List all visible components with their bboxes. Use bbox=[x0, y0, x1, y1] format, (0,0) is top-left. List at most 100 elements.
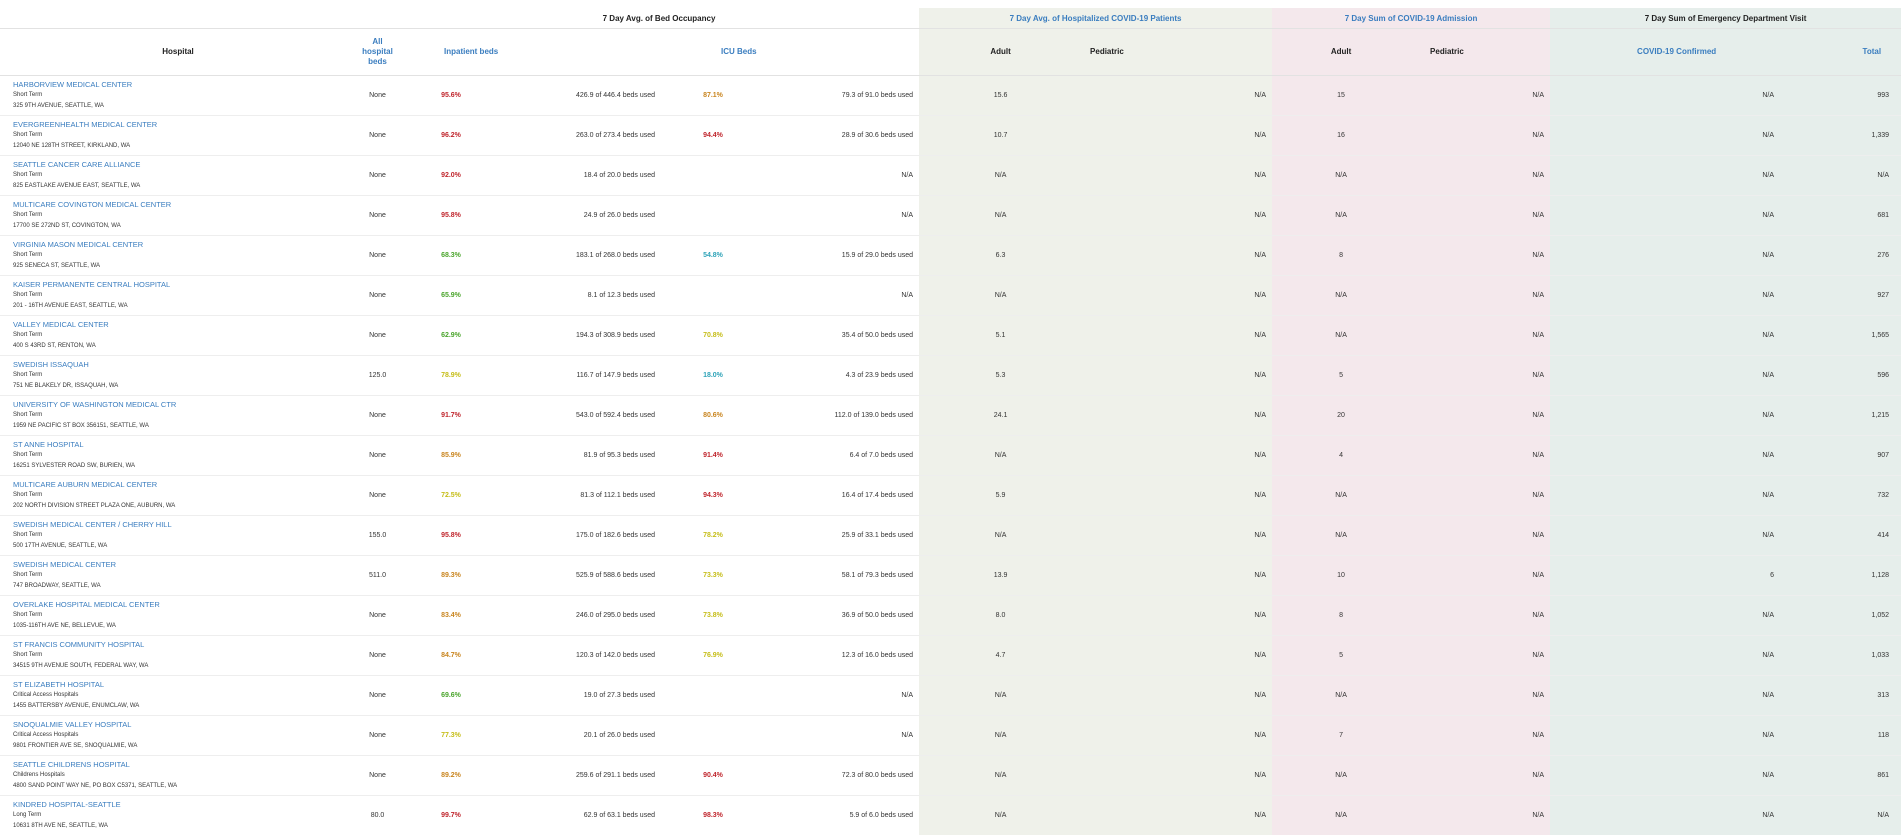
ed-covid-confirmed-value: N/A bbox=[1550, 516, 1789, 556]
adm-pediatric-value: N/A bbox=[1410, 316, 1550, 356]
icu-beds-used: 25.9 of 33.1 beds used bbox=[765, 516, 919, 556]
icu-pct: 94.3% bbox=[661, 476, 765, 516]
all-beds-value: 80.0 bbox=[356, 796, 399, 835]
hospital-name-link[interactable]: ST FRANCIS COMMUNITY HOSPITAL bbox=[13, 639, 356, 650]
col-header-hosp-adult[interactable]: Adult bbox=[919, 29, 1082, 76]
hospital-name-link[interactable]: VALLEY MEDICAL CENTER bbox=[13, 319, 356, 330]
inpatient-beds-used: 62.9 of 63.1 beds used bbox=[503, 796, 661, 835]
icu-beds-used: 35.4 of 50.0 beds used bbox=[765, 316, 919, 356]
ed-total-value: 276 bbox=[1789, 236, 1901, 276]
ed-total-value: 1,128 bbox=[1789, 556, 1901, 596]
hospital-address: 17700 SE 272ND ST, COVINGTON, WA bbox=[13, 221, 356, 232]
inpatient-pct: 84.7% bbox=[399, 636, 503, 676]
hosp-adult-value: N/A bbox=[919, 756, 1082, 796]
ed-covid-confirmed-value: N/A bbox=[1550, 276, 1789, 316]
icu-pct: 90.4% bbox=[661, 756, 765, 796]
hospital-cell: KINDRED HOSPITAL-SEATTLE Long Term 10631… bbox=[0, 796, 356, 835]
hospital-name-link[interactable]: KAISER PERMANENTE CENTRAL HOSPITAL bbox=[13, 279, 356, 290]
table-body: HARBORVIEW MEDICAL CENTER Short Term 325… bbox=[0, 76, 1901, 835]
hospital-name-link[interactable]: ST ELIZABETH HOSPITAL bbox=[13, 679, 356, 690]
col-header-hospital[interactable]: Hospital bbox=[0, 29, 356, 76]
ed-covid-confirmed-value: N/A bbox=[1550, 236, 1789, 276]
hospital-cell: VALLEY MEDICAL CENTER Short Term 400 S 4… bbox=[0, 316, 356, 356]
hospital-name-link[interactable]: VIRGINIA MASON MEDICAL CENTER bbox=[13, 239, 356, 250]
icu-pct bbox=[661, 676, 765, 716]
ed-total-value: 907 bbox=[1789, 436, 1901, 476]
icu-pct bbox=[661, 276, 765, 316]
group-header-admission: 7 Day Sum of COVID-19 Admission bbox=[1272, 8, 1550, 29]
inpatient-beds-used: 18.4 of 20.0 beds used bbox=[503, 156, 661, 196]
icu-pct: 18.0% bbox=[661, 356, 765, 396]
hospital-name-link[interactable]: UNIVERSITY OF WASHINGTON MEDICAL CTR bbox=[13, 399, 356, 410]
adm-adult-value: N/A bbox=[1272, 476, 1410, 516]
hospital-cell: SEATTLE CANCER CARE ALLIANCE Short Term … bbox=[0, 156, 356, 196]
all-beds-value: None bbox=[356, 156, 399, 196]
inpatient-pct: 85.9% bbox=[399, 436, 503, 476]
adm-adult-value: N/A bbox=[1272, 796, 1410, 835]
hospital-address: 10631 8TH AVE NE, SEATTLE, WA bbox=[13, 821, 356, 832]
hospital-name-link[interactable]: MULTICARE COVINGTON MEDICAL CENTER bbox=[13, 199, 356, 210]
all-beds-value: None bbox=[356, 476, 399, 516]
hospital-name-link[interactable]: HARBORVIEW MEDICAL CENTER bbox=[13, 79, 356, 90]
inpatient-beds-used: 24.9 of 26.0 beds used bbox=[503, 196, 661, 236]
hospital-name-link[interactable]: MULTICARE AUBURN MEDICAL CENTER bbox=[13, 479, 356, 490]
ed-covid-confirmed-value: N/A bbox=[1550, 756, 1789, 796]
group-header-blank bbox=[0, 8, 399, 29]
all-beds-value: None bbox=[356, 76, 399, 116]
ed-covid-confirmed-value: N/A bbox=[1550, 636, 1789, 676]
inpatient-beds-used: 120.3 of 142.0 beds used bbox=[503, 636, 661, 676]
hospital-name-link[interactable]: SWEDISH MEDICAL CENTER bbox=[13, 559, 356, 570]
hospital-name-link[interactable]: KINDRED HOSPITAL-SEATTLE bbox=[13, 799, 356, 810]
hospital-cell: UNIVERSITY OF WASHINGTON MEDICAL CTR Sho… bbox=[0, 396, 356, 436]
col-header-all-beds[interactable]: All hospital beds bbox=[356, 29, 399, 76]
hosp-pediatric-value: N/A bbox=[1082, 596, 1272, 636]
hospital-type: Childrens Hospitals bbox=[13, 770, 356, 781]
ed-covid-confirmed-value: N/A bbox=[1550, 676, 1789, 716]
inpatient-beds-used: 116.7 of 147.9 beds used bbox=[503, 356, 661, 396]
table-row: SWEDISH MEDICAL CENTER Short Term 747 BR… bbox=[0, 556, 1901, 596]
col-header-total[interactable]: Total bbox=[1789, 29, 1901, 76]
col-header-adm-adult[interactable]: Adult bbox=[1272, 29, 1410, 76]
inpatient-beds-used: 543.0 of 592.4 beds used bbox=[503, 396, 661, 436]
inpatient-pct: 89.3% bbox=[399, 556, 503, 596]
hospital-type: Short Term bbox=[13, 530, 356, 541]
hospital-name-link[interactable]: OVERLAKE HOSPITAL MEDICAL CENTER bbox=[13, 599, 356, 610]
table-row: KAISER PERMANENTE CENTRAL HOSPITAL Short… bbox=[0, 276, 1901, 316]
inpatient-beds-used: 20.1 of 26.0 beds used bbox=[503, 716, 661, 756]
hospital-address: 751 NE BLAKELY DR, ISSAQUAH, WA bbox=[13, 381, 356, 392]
adm-pediatric-value: N/A bbox=[1410, 356, 1550, 396]
hospital-address: 1035-116TH AVE NE, BELLEVUE, WA bbox=[13, 621, 356, 632]
hospital-name-link[interactable]: ST ANNE HOSPITAL bbox=[13, 439, 356, 450]
col-header-adm-pediatric[interactable]: Pediatric bbox=[1410, 29, 1550, 76]
col-header-hosp-pediatric[interactable]: Pediatric bbox=[1082, 29, 1272, 76]
inpatient-beds-used: 81.3 of 112.1 beds used bbox=[503, 476, 661, 516]
hospital-name-link[interactable]: SEATTLE CHILDRENS HOSPITAL bbox=[13, 759, 356, 770]
icu-beds-used: N/A bbox=[765, 716, 919, 756]
icu-beds-used: 6.4 of 7.0 beds used bbox=[765, 436, 919, 476]
ed-covid-confirmed-value: N/A bbox=[1550, 596, 1789, 636]
hospital-address: 12040 NE 128TH STREET, KIRKLAND, WA bbox=[13, 141, 356, 152]
hosp-adult-value: 5.9 bbox=[919, 476, 1082, 516]
hospital-name-link[interactable]: EVERGREENHEALTH MEDICAL CENTER bbox=[13, 119, 356, 130]
inpatient-beds-used: 81.9 of 95.3 beds used bbox=[503, 436, 661, 476]
all-beds-label-line3: beds bbox=[368, 57, 387, 66]
hospital-name-link[interactable]: SNOQUALMIE VALLEY HOSPITAL bbox=[13, 719, 356, 730]
col-header-inpatient[interactable]: Inpatient beds bbox=[399, 29, 661, 76]
table-row: SWEDISH MEDICAL CENTER / CHERRY HILL Sho… bbox=[0, 516, 1901, 556]
icu-beds-used: 112.0 of 139.0 beds used bbox=[765, 396, 919, 436]
hosp-adult-value: 10.7 bbox=[919, 116, 1082, 156]
ed-total-value: 118 bbox=[1789, 716, 1901, 756]
hospital-address: 500 17TH AVENUE, SEATTLE, WA bbox=[13, 541, 356, 552]
adm-adult-value: 4 bbox=[1272, 436, 1410, 476]
col-header-icu[interactable]: ICU Beds bbox=[661, 29, 919, 76]
hospital-type: Short Term bbox=[13, 290, 356, 301]
inpatient-pct: 91.7% bbox=[399, 396, 503, 436]
ed-total-value: 681 bbox=[1789, 196, 1901, 236]
icu-pct: 73.3% bbox=[661, 556, 765, 596]
col-header-covid-confirmed[interactable]: COVID-19 Confirmed bbox=[1550, 29, 1789, 76]
hospital-name-link[interactable]: SEATTLE CANCER CARE ALLIANCE bbox=[13, 159, 356, 170]
hospital-cell: VIRGINIA MASON MEDICAL CENTER Short Term… bbox=[0, 236, 356, 276]
hospital-name-link[interactable]: SWEDISH ISSAQUAH bbox=[13, 359, 356, 370]
hospital-name-link[interactable]: SWEDISH MEDICAL CENTER / CHERRY HILL bbox=[13, 519, 356, 530]
icu-pct: 80.6% bbox=[661, 396, 765, 436]
